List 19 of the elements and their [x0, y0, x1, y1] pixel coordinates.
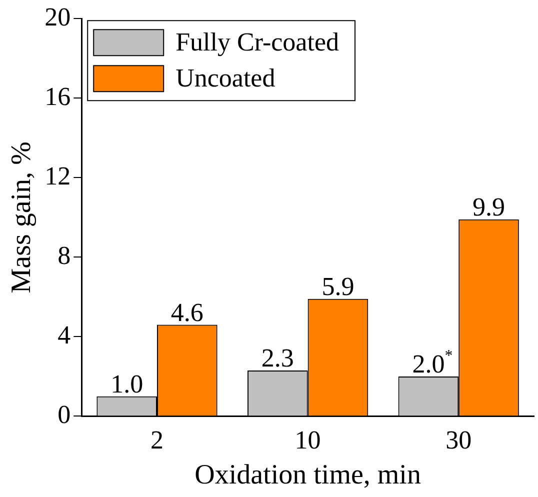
data-label: 1.0: [110, 369, 144, 398]
y-tick-label: 8: [58, 240, 71, 270]
data-label: 9.9: [472, 192, 506, 222]
y-tick-label: 16: [44, 82, 71, 111]
legend-label: Fully Cr-coated: [176, 27, 339, 56]
y-axis-title: Mass gain, %: [6, 142, 38, 294]
y-tick-label: 0: [58, 400, 71, 430]
y-tick-label: 12: [44, 161, 71, 190]
x-tick-label: 2: [150, 426, 164, 455]
x-axis-title: Oxidation time, min: [194, 460, 421, 491]
data-label: 4.6: [170, 298, 204, 327]
data-label: 2.0*: [412, 347, 453, 378]
x-tick-label: 30: [446, 426, 472, 455]
data-label: 2.3: [261, 343, 294, 372]
y-tick-label: 20: [44, 2, 71, 32]
data-label: 5.9: [322, 272, 354, 301]
y-tick-label: 4: [58, 320, 71, 350]
legend-label: Uncoated: [176, 63, 276, 92]
x-tick-label: 10: [294, 426, 321, 455]
